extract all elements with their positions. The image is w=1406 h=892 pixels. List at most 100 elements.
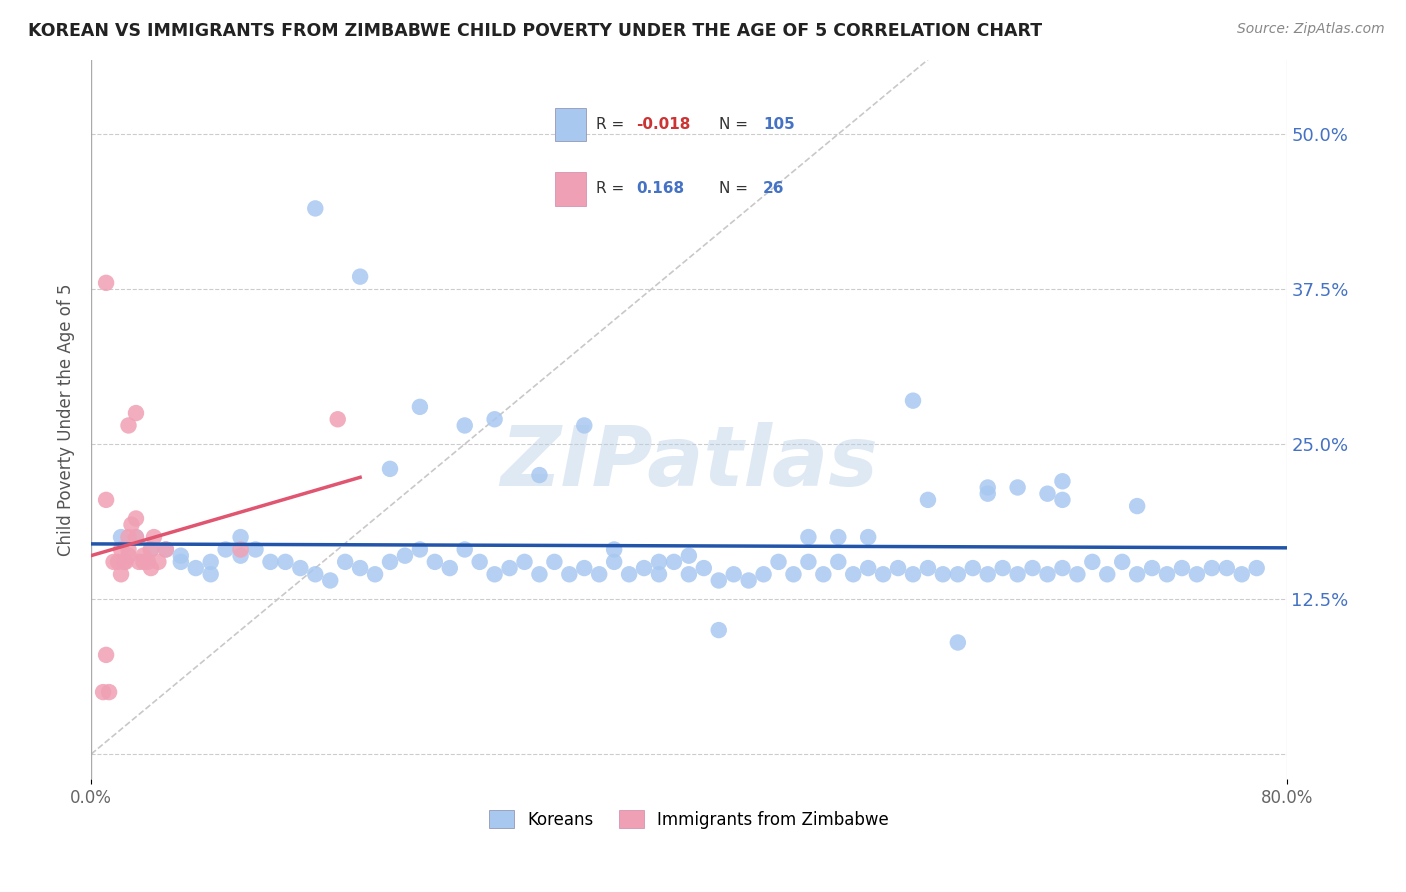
Point: [117, 530, 139, 544]
Point: [529, 567, 551, 582]
Point: [932, 567, 955, 582]
Point: [827, 555, 849, 569]
Point: [752, 567, 775, 582]
Point: [1052, 561, 1074, 575]
Point: [678, 567, 700, 582]
Point: [229, 549, 252, 563]
Point: [94, 492, 117, 507]
Point: [142, 530, 165, 544]
Point: [872, 567, 894, 582]
Point: [737, 574, 759, 588]
Point: [94, 648, 117, 662]
Point: [409, 400, 432, 414]
Point: [603, 542, 626, 557]
Point: [707, 574, 730, 588]
Point: [1066, 567, 1088, 582]
Point: [1052, 492, 1074, 507]
Point: [901, 393, 924, 408]
Point: [1126, 567, 1149, 582]
Point: [887, 561, 910, 575]
Point: [1021, 561, 1043, 575]
Point: [513, 555, 536, 569]
Point: [114, 555, 136, 569]
Point: [946, 635, 969, 649]
Point: [648, 555, 671, 569]
Point: [378, 555, 401, 569]
Point: [574, 418, 596, 433]
Point: [107, 555, 129, 569]
Point: [110, 567, 132, 582]
Point: [484, 412, 506, 426]
Point: [349, 269, 371, 284]
Point: [1036, 486, 1059, 500]
Point: [856, 561, 879, 575]
Point: [326, 412, 349, 426]
Point: [117, 549, 139, 563]
Point: [977, 480, 1000, 494]
Point: [1216, 561, 1239, 575]
Point: [662, 555, 685, 569]
Point: [543, 555, 565, 569]
Point: [723, 567, 745, 582]
Point: [1097, 567, 1119, 582]
Point: [304, 567, 326, 582]
Point: [498, 561, 520, 575]
Point: [768, 555, 790, 569]
Point: [245, 542, 267, 557]
Point: [364, 567, 387, 582]
Legend: Koreans, Immigrants from Zimbabwe: Koreans, Immigrants from Zimbabwe: [482, 804, 896, 835]
Point: [707, 623, 730, 637]
Point: [335, 555, 357, 569]
Point: [917, 561, 939, 575]
Point: [603, 555, 626, 569]
Point: [136, 555, 159, 569]
Point: [148, 555, 170, 569]
Point: [813, 567, 835, 582]
Point: [139, 542, 162, 557]
Point: [121, 517, 143, 532]
Point: [678, 549, 700, 563]
Point: [842, 567, 865, 582]
Point: [1081, 555, 1104, 569]
Point: [229, 530, 252, 544]
Point: [946, 567, 969, 582]
Point: [977, 486, 1000, 500]
Point: [170, 555, 193, 569]
Point: [139, 542, 162, 557]
Point: [588, 567, 610, 582]
Point: [274, 555, 297, 569]
Point: [1156, 567, 1178, 582]
Point: [782, 567, 804, 582]
Point: [200, 567, 222, 582]
Point: [693, 561, 716, 575]
Point: [110, 542, 132, 557]
Point: [1036, 567, 1059, 582]
Point: [94, 276, 117, 290]
Point: [139, 561, 162, 575]
Point: [1007, 480, 1029, 494]
Point: [574, 561, 596, 575]
Point: [229, 542, 252, 557]
Point: [648, 567, 671, 582]
Point: [184, 561, 207, 575]
Point: [439, 561, 461, 575]
Point: [1230, 567, 1253, 582]
Point: [454, 418, 477, 433]
Point: [112, 555, 135, 569]
Point: [797, 530, 820, 544]
Point: [1171, 561, 1194, 575]
Point: [214, 542, 236, 557]
Point: [991, 561, 1014, 575]
Point: [103, 555, 125, 569]
Point: [378, 462, 401, 476]
Y-axis label: Child Poverty Under the Age of 5: Child Poverty Under the Age of 5: [58, 283, 75, 556]
Point: [917, 492, 939, 507]
Point: [1111, 555, 1133, 569]
Point: [633, 561, 655, 575]
Point: [962, 561, 984, 575]
Point: [1185, 567, 1208, 582]
Point: [1126, 499, 1149, 513]
Point: [827, 530, 849, 544]
Point: [423, 555, 446, 569]
Point: [128, 555, 150, 569]
